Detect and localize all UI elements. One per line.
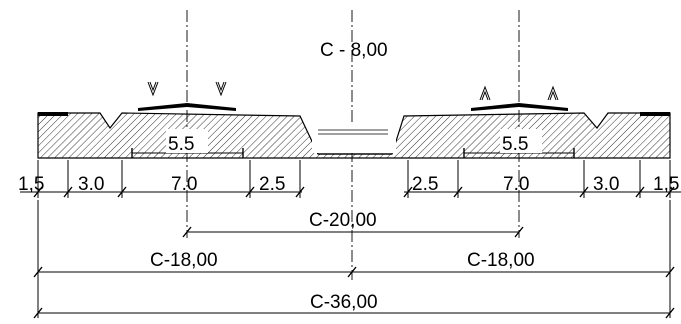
- up-arrow-icon: [479, 85, 491, 101]
- up-arrow-icon: [547, 85, 559, 101]
- left-shoulder-pavement: [38, 112, 68, 116]
- dim-right-shoulder: 1,5: [653, 174, 679, 195]
- dim-tick: [33, 307, 43, 319]
- dim-left-verge: 2.5: [259, 174, 285, 195]
- dim-tick: [665, 266, 675, 278]
- section-dimension-chain: [20, 160, 681, 198]
- dim-between-axes: C-20,00: [309, 210, 377, 231]
- dim-tick: [33, 266, 43, 278]
- dim-right-slope: 3.0: [593, 174, 619, 195]
- inner-dim-left-bg: [166, 129, 208, 153]
- left-carriageway-pavement: [138, 103, 236, 111]
- down-arrow-icon: [147, 81, 159, 97]
- inner-dim-right-bg: [500, 129, 542, 153]
- dim-left-carriageway: 7.0: [171, 174, 197, 195]
- median-width-label: C - 8,00: [320, 40, 388, 61]
- inner-dim-left-value: 5.5: [168, 134, 194, 155]
- dim-tick: [347, 266, 357, 278]
- dim-half-left: C-18,00: [150, 250, 218, 271]
- median-ditch: [312, 125, 396, 153]
- dim-total: C-36,00: [310, 292, 378, 313]
- dim-left-slope: 3.0: [78, 174, 104, 195]
- dim-left-shoulder: 1,5: [18, 174, 44, 195]
- dim-right-verge: 2.5: [412, 174, 438, 195]
- dim-half-right: C-18,00: [467, 250, 535, 271]
- dim-tick: [182, 226, 192, 238]
- dim-tick: [665, 307, 675, 319]
- dim-right-carriageway: 7.0: [503, 174, 529, 195]
- dim-tick: [514, 226, 524, 238]
- inner-dim-right-value: 5.5: [502, 134, 528, 155]
- right-shoulder-pavement: [640, 112, 670, 116]
- down-arrow-icon: [215, 81, 227, 97]
- right-carriageway-pavement: [471, 103, 568, 111]
